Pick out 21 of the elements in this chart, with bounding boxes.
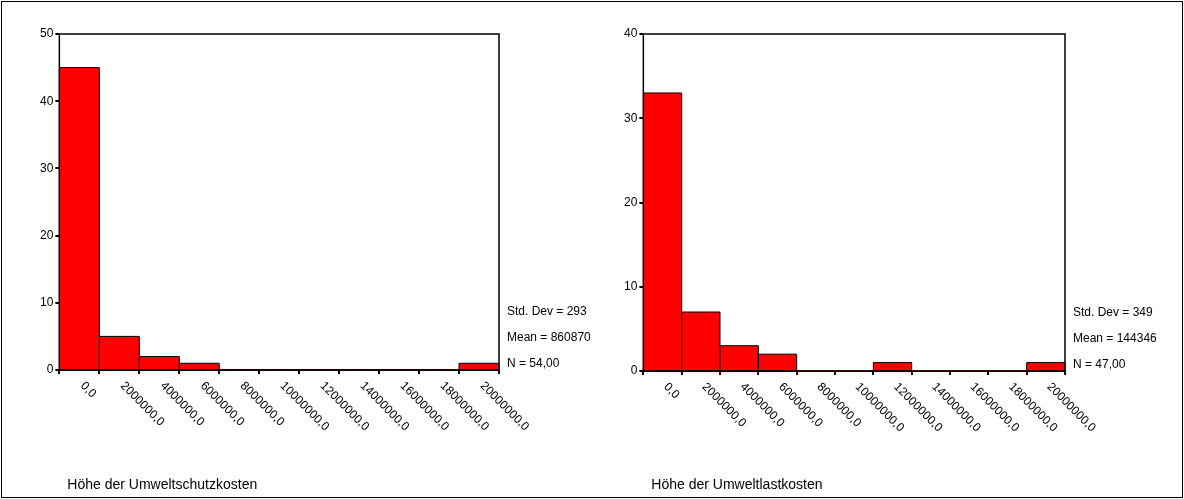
y-tick-label: 0: [46, 362, 54, 377]
x-axis-title: Höhe der Umweltschutzkosten: [67, 476, 258, 492]
text: N = 47,00: [1073, 357, 1126, 372]
y-tick-label: 20: [39, 227, 54, 242]
y-tick-label: 20: [623, 194, 638, 209]
x-tick-label: 0,0: [77, 378, 100, 401]
y-tick-label: 10: [39, 295, 54, 310]
text: Std. Dev = 293: [507, 304, 588, 319]
x-tick-label: 0,0: [661, 379, 683, 402]
text: Std. Dev = 349: [1073, 305, 1154, 320]
y-tick-label: 50: [39, 26, 54, 41]
text: Mean = 144346: [1073, 331, 1158, 346]
y-tick-label: 30: [623, 110, 638, 125]
y-tick-label: 0: [630, 363, 638, 378]
y-tick-label: 30: [39, 160, 54, 175]
x-axis-title: Höhe der Umweltlastkosten: [651, 476, 823, 492]
y-tick-label: 10: [623, 279, 638, 294]
y-tick-label: 40: [39, 93, 54, 108]
y-tick-label: 40: [623, 26, 638, 41]
text: Mean = 860870: [507, 330, 592, 345]
text: N = 54,00: [507, 356, 560, 371]
